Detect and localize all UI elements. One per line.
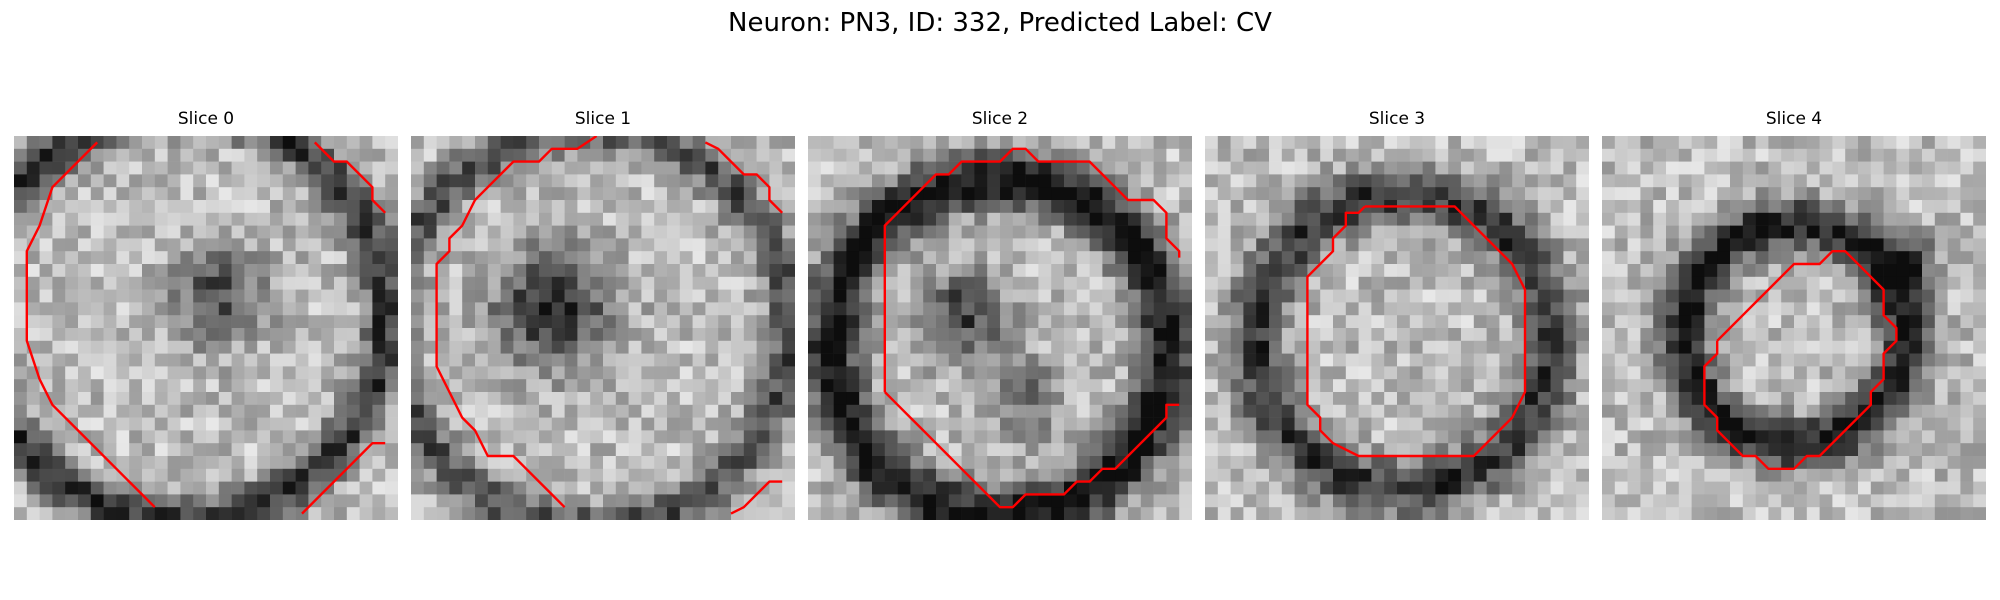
slice-panel-0: Slice 0: [14, 108, 398, 520]
slice-2-pixels: [808, 136, 1192, 520]
slice-title-3: Slice 3: [1368, 109, 1426, 129]
slice-image-2: [808, 136, 1192, 520]
slice-4-svg: [1602, 136, 1986, 520]
slice-0-contour-0: [25, 141, 156, 509]
slice-title-0: Slice 0: [177, 109, 235, 129]
slice-0-contour-2: [301, 442, 386, 515]
slice-image-1: [411, 136, 795, 520]
slice-image-4: [1602, 136, 1986, 520]
slice-4-pixels: [1602, 136, 1986, 520]
slice-panel-2: Slice 2: [808, 108, 1192, 520]
slice-1-contour-1: [704, 141, 784, 214]
slice-3-pixels: [1205, 136, 1589, 520]
slice-0-pixels: [14, 136, 398, 520]
slice-2-contour-0: [883, 147, 1181, 392]
slice-1-svg: [411, 136, 795, 520]
slice-title-4: Slice 4: [1765, 109, 1823, 129]
slice-title-1: Slice 1: [574, 109, 632, 129]
slice-panel-4: Slice 4: [1602, 108, 1986, 520]
slice-panel-1: Slice 1: [411, 108, 795, 520]
slice-2-contour-1: [883, 391, 1180, 509]
slice-image-3: [1205, 136, 1589, 520]
slice-2-svg: [808, 136, 1192, 520]
slice-title-2: Slice 2: [971, 109, 1029, 129]
slice-image-0: [14, 136, 398, 520]
slice-4-contour-0: [1703, 249, 1898, 470]
slice-1-contour-0: [435, 136, 598, 509]
slice-0-contour-1: [313, 141, 387, 214]
slice-1-contour-2: [730, 480, 783, 515]
slice-0-svg: [14, 136, 398, 520]
slice-1-pixels: [411, 136, 795, 520]
slice-3-contour-0: [1306, 205, 1527, 458]
slice-panel-3: Slice 3: [1205, 108, 1589, 520]
slice-3-svg: [1205, 136, 1589, 520]
figure-title: Neuron: PN3, ID: 332, Predicted Label: C…: [728, 8, 1272, 38]
